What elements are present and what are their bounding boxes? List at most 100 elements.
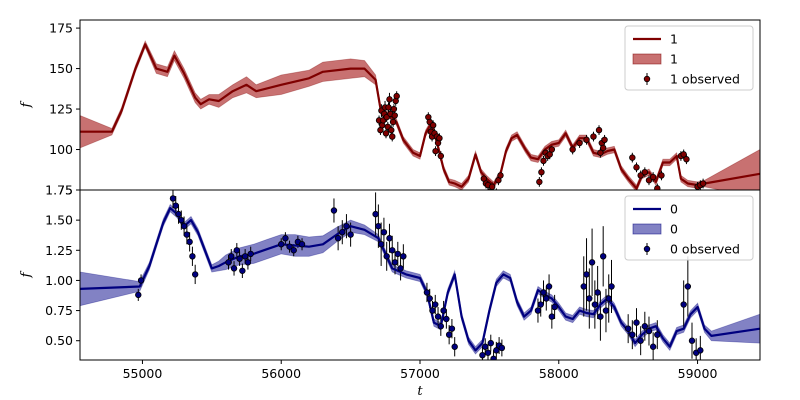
legend-entry-label: 1 xyxy=(670,32,678,47)
observed-point xyxy=(397,265,404,272)
observed-point xyxy=(658,172,665,179)
observed-point xyxy=(239,267,246,274)
observed-point xyxy=(540,289,547,296)
observed-point xyxy=(490,355,497,360)
bottom-panel: 0.50 0.75 1.00 1.25 1.50 1.75 55000 56000 57000… xyxy=(19,183,761,399)
observed-point xyxy=(569,146,576,153)
top-y-ticks: 75 100 125 150 175 xyxy=(49,21,80,198)
observed-point xyxy=(588,259,596,266)
observed-point xyxy=(583,271,590,278)
observed-point xyxy=(189,253,196,260)
observed-point xyxy=(601,136,608,144)
y-tick-label: 0.50 xyxy=(45,333,73,348)
observed-point xyxy=(548,313,556,320)
observed-point xyxy=(386,96,393,103)
legend-entry-label: 1 observed xyxy=(670,72,740,87)
observed-point xyxy=(437,323,445,330)
observed-point xyxy=(389,118,397,126)
y-tick-label: 1.25 xyxy=(45,243,73,258)
observed-point xyxy=(448,325,456,332)
observed-point xyxy=(389,133,396,140)
observed-point xyxy=(697,347,704,354)
y-tick-label: 150 xyxy=(49,61,73,76)
bottom-y-axis-label: f xyxy=(19,270,34,278)
observed-point xyxy=(641,323,649,330)
observed-point xyxy=(599,253,607,260)
observed-point xyxy=(391,259,399,266)
observed-point xyxy=(498,344,506,352)
observed-point xyxy=(637,172,644,179)
observed-point xyxy=(497,172,504,179)
observed-point xyxy=(330,207,338,214)
observed-point xyxy=(602,307,610,314)
legend-box xyxy=(624,25,754,91)
observed-point xyxy=(282,235,289,242)
observed-point xyxy=(172,202,179,209)
legend-box xyxy=(624,195,754,261)
observed-point xyxy=(482,343,489,350)
observed-point xyxy=(649,173,657,181)
observed-point xyxy=(241,253,249,260)
observed-point xyxy=(608,283,615,290)
observed-point xyxy=(386,235,393,242)
observed-point xyxy=(228,253,235,260)
observed-point xyxy=(343,222,350,230)
observed-point xyxy=(680,301,687,308)
observed-point xyxy=(487,339,494,347)
observed-point xyxy=(545,283,553,290)
observed-point xyxy=(244,259,252,266)
y-tick-label: 1.75 xyxy=(45,183,73,198)
x-tick-label: 57000 xyxy=(400,366,440,381)
observed-point xyxy=(186,238,193,246)
observed-point xyxy=(537,301,544,308)
observed-point xyxy=(432,147,439,155)
observed-point xyxy=(445,331,453,338)
observed-point xyxy=(429,307,436,314)
top-y-axis-label: f xyxy=(19,100,34,108)
observed-point xyxy=(183,231,191,238)
observed-point xyxy=(488,183,496,190)
observed-point xyxy=(479,351,486,359)
observed-point xyxy=(580,283,587,290)
observed-point xyxy=(278,241,285,248)
observed-point xyxy=(633,164,640,171)
legend-marker-swatch xyxy=(643,75,651,83)
observed-point xyxy=(493,347,500,354)
legend-entry-label: 0 observed xyxy=(670,242,740,257)
legend-band-swatch xyxy=(632,53,662,65)
observed-point xyxy=(683,156,690,163)
observed-point xyxy=(388,126,395,134)
observed-point xyxy=(645,327,653,335)
observed-point xyxy=(599,144,607,152)
observed-point xyxy=(684,283,692,290)
observed-point xyxy=(247,250,254,258)
observed-point xyxy=(629,331,636,338)
observed-point xyxy=(385,104,392,111)
observed-point xyxy=(429,122,437,129)
observed-point xyxy=(436,134,443,142)
observed-point xyxy=(605,295,612,302)
observed-point xyxy=(135,291,142,299)
observed-point xyxy=(230,265,238,272)
observed-point xyxy=(169,195,177,202)
observed-point xyxy=(440,307,447,314)
y-tick-label: 1.50 xyxy=(45,213,73,228)
observed-point xyxy=(551,303,558,311)
legend-band-swatch xyxy=(632,223,662,235)
y-tick-label: 1.00 xyxy=(45,273,73,288)
observed-point xyxy=(137,277,145,284)
observed-point xyxy=(400,253,407,260)
observed-point xyxy=(175,210,182,218)
y-tick-label: 125 xyxy=(49,102,73,117)
observed-point xyxy=(432,301,439,308)
observed-point xyxy=(298,241,306,248)
y-tick-label: 100 xyxy=(49,142,73,157)
observed-point xyxy=(443,315,450,323)
observed-point xyxy=(583,136,590,144)
bottom-x-ticks: 55000 56000 57000 58000 59000 xyxy=(123,360,717,381)
observed-point xyxy=(426,295,433,302)
observed-point xyxy=(594,289,601,296)
y-tick-label: 75 xyxy=(57,183,73,198)
observed-point xyxy=(191,271,199,278)
observed-point xyxy=(290,247,297,254)
